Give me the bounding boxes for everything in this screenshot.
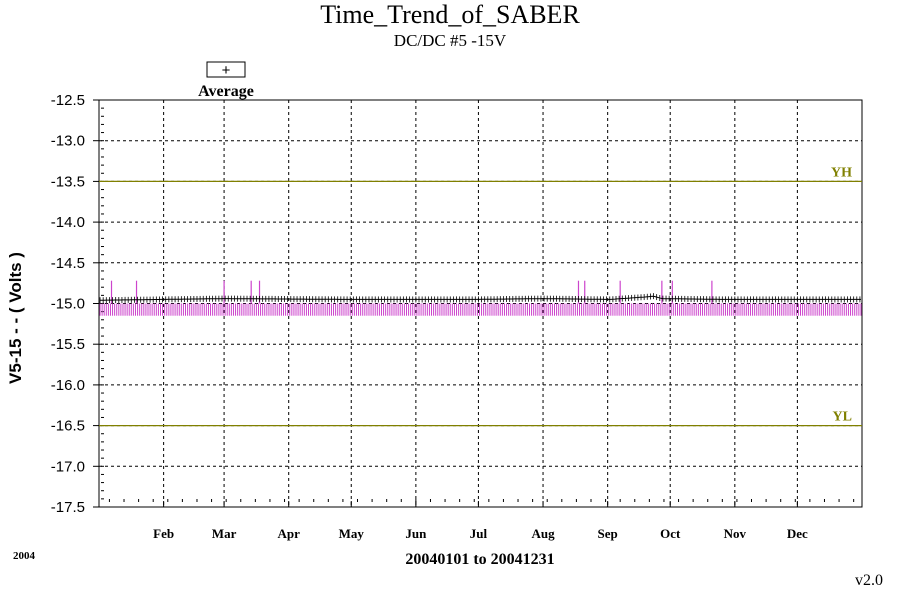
- y-tick-label: -14.0: [51, 214, 85, 231]
- y-tick-label: -14.5: [51, 255, 85, 272]
- y-tick-label: -17.0: [51, 458, 85, 475]
- legend-symbol: +: [222, 62, 231, 79]
- chart-subtitle: DC/DC #5 -15V: [394, 31, 507, 50]
- reference-label-yh: YH: [831, 165, 852, 180]
- x-tick-label: Mar: [212, 526, 237, 541]
- chart-title: Time_Trend_of_SABER: [320, 0, 580, 29]
- x-axis-label: 20040101 to 20041231: [405, 551, 554, 568]
- y-tick-label: -16.5: [51, 418, 85, 435]
- version-label: v2.0: [855, 572, 883, 589]
- x-tick-label: Sep: [598, 526, 618, 541]
- y-tick-label: -16.0: [51, 377, 85, 394]
- x-tick-label: Jun: [405, 526, 427, 541]
- x-tick-label: Jul: [470, 526, 488, 541]
- y-axis-label: V5-15 - - ( Volts ): [6, 252, 25, 384]
- y-tick-label: -13.5: [51, 173, 85, 190]
- x-tick-label: Nov: [724, 526, 747, 541]
- legend-symbol-box: [206, 61, 246, 78]
- y-tick-label: -13.0: [51, 133, 85, 150]
- plot-area: -12.5 -13.0 -13.5 -14.0 -14.5 -15.0 -15.5 -16.0…: [51, 92, 863, 541]
- x-tick-label: Aug: [531, 526, 555, 541]
- x-tick-label: Apr: [278, 526, 301, 541]
- x-tick-label: May: [339, 526, 365, 541]
- y-tick-label: -15.0: [51, 296, 85, 313]
- y-tick-label: -12.5: [51, 92, 85, 109]
- y-tick-label: -15.5: [51, 336, 85, 353]
- reference-label-yl: YL: [833, 410, 852, 425]
- average-line: [100, 295, 861, 301]
- x-tick-label: Oct: [660, 526, 681, 541]
- x-tick-label: Dec: [787, 526, 808, 541]
- x-tick-label: Feb: [153, 526, 174, 541]
- legend: + Average: [198, 61, 254, 100]
- y-tick-label: -17.5: [51, 499, 85, 516]
- legend-label: Average: [198, 83, 254, 100]
- year-label: 2004: [13, 550, 36, 562]
